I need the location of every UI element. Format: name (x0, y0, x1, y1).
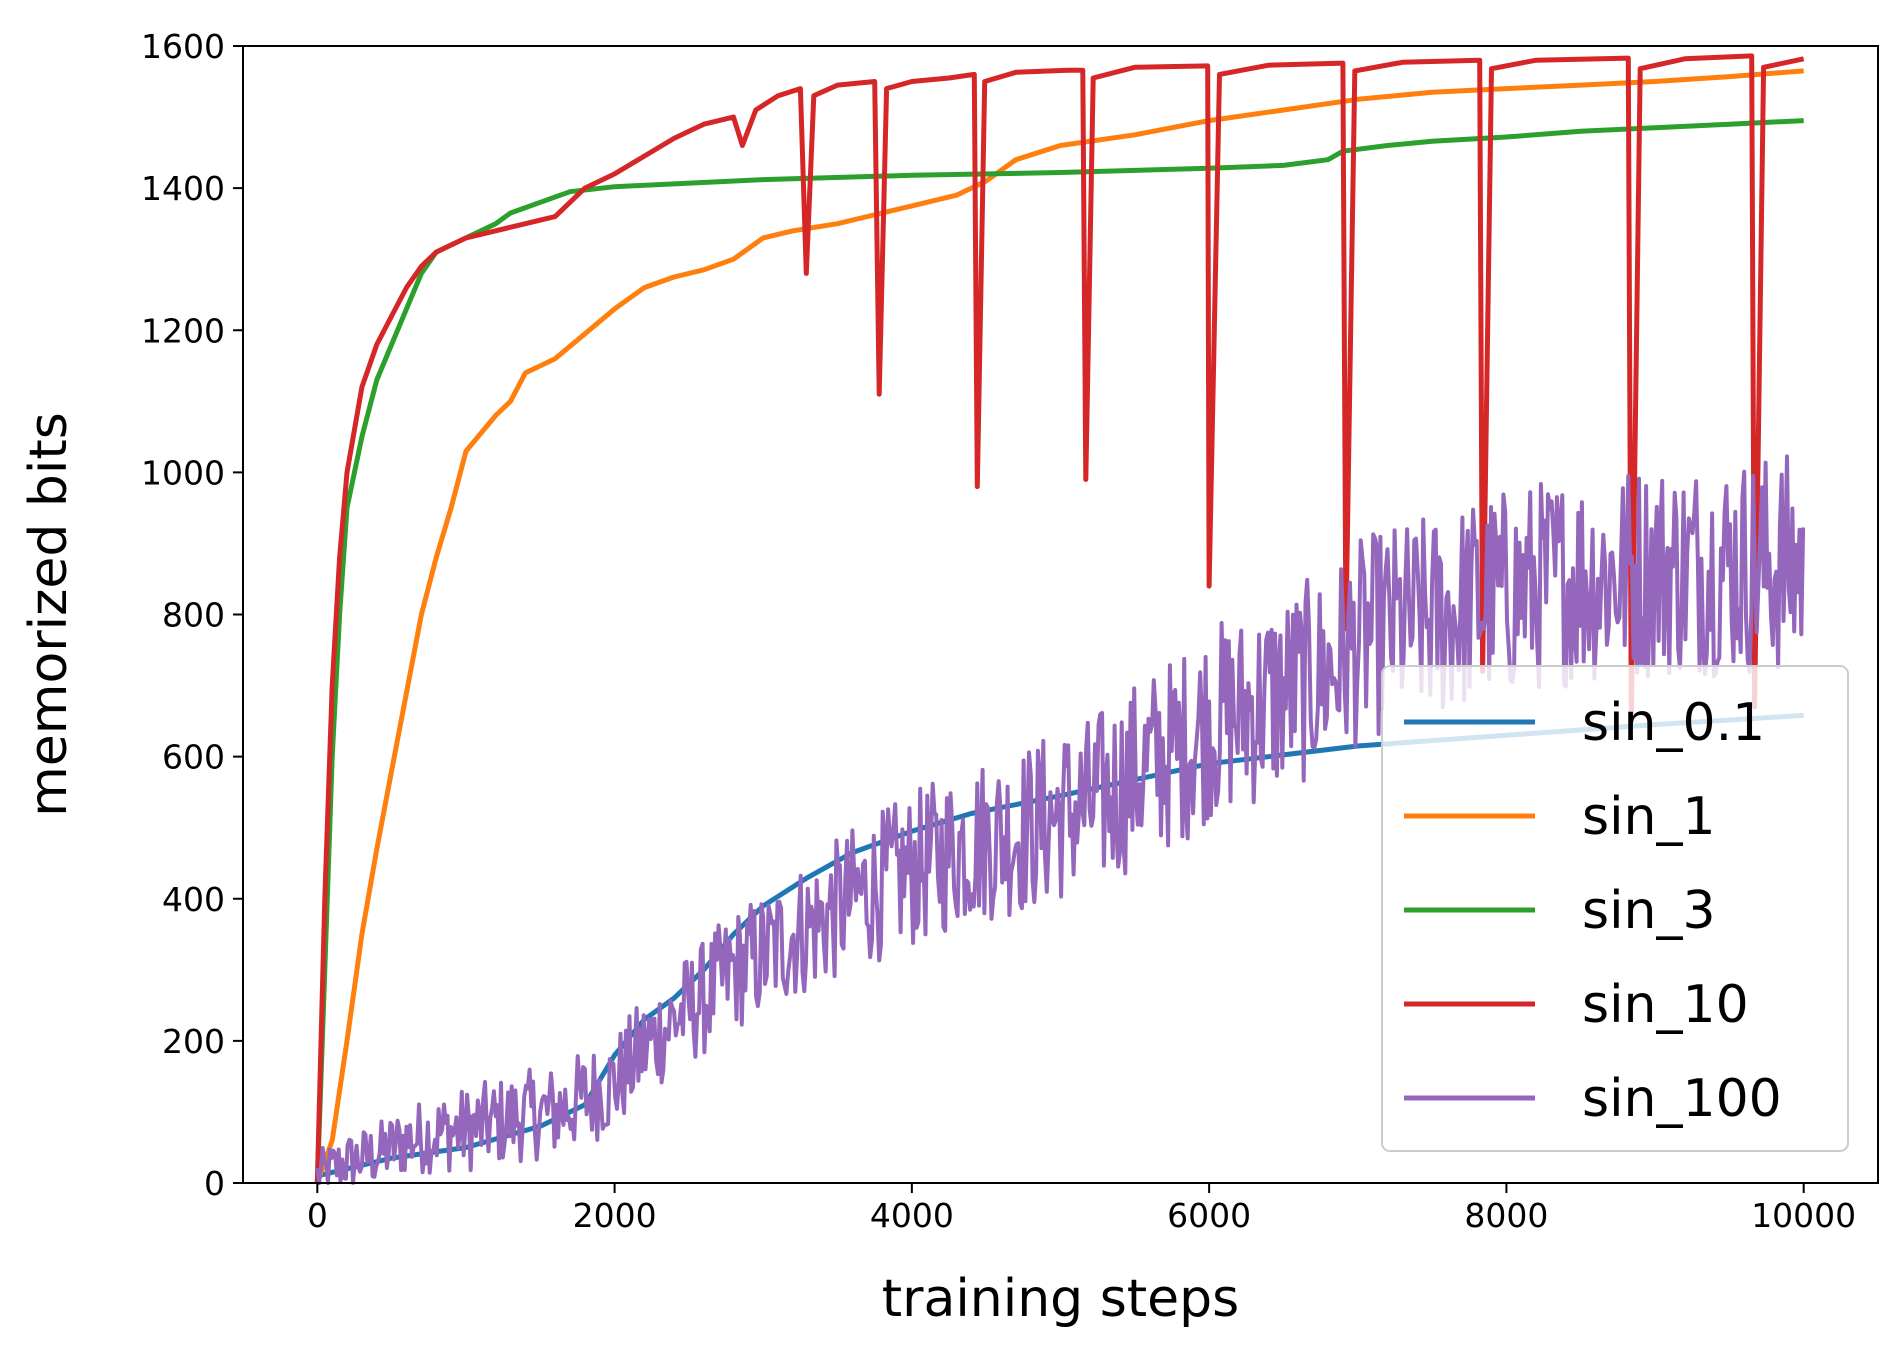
legend-label: sin_1 (1582, 787, 1716, 847)
y-tick-label: 1200 (141, 311, 225, 350)
legend-label: sin_10 (1582, 975, 1749, 1035)
y-axis: 0 200 400 600 800 1000 1200 1400 1600 (141, 27, 243, 1203)
x-tick-label: 0 (307, 1196, 328, 1235)
y-tick-label: 200 (162, 1022, 225, 1061)
y-tick-label: 1000 (141, 453, 225, 492)
y-tick-label: 1400 (141, 169, 225, 208)
x-tick-label: 10000 (1751, 1196, 1856, 1235)
x-tick-label: 4000 (870, 1196, 954, 1235)
y-tick-label: 400 (162, 880, 225, 919)
y-axis-label: memorized bits (19, 412, 79, 817)
y-tick-label: 0 (204, 1164, 225, 1203)
series-line-sin_3 (314, 118, 1804, 1184)
y-tick-label: 1600 (141, 27, 225, 66)
series-line-sin_10 (314, 53, 1805, 1184)
series-line-sin_1 (314, 68, 1804, 1184)
series-layer (314, 53, 1806, 1185)
legend: sin_0.1 sin_1 sin_3 sin_10 sin_100 (1381, 665, 1849, 1152)
x-axis-label: training steps (882, 1269, 1240, 1329)
x-tick-label: 6000 (1167, 1196, 1251, 1235)
legend-label: sin_0.1 (1582, 693, 1765, 753)
legend-box (1381, 665, 1849, 1152)
y-tick-label: 800 (162, 596, 225, 635)
x-axis: 0 2000 4000 6000 8000 10000 (307, 1183, 1856, 1235)
y-tick-label: 600 (162, 738, 225, 777)
x-tick-label: 8000 (1464, 1196, 1548, 1235)
legend-label: sin_100 (1582, 1069, 1782, 1129)
series-line-sin_100 (315, 454, 1806, 1185)
legend-label: sin_3 (1582, 881, 1716, 941)
x-tick-label: 2000 (573, 1196, 657, 1235)
